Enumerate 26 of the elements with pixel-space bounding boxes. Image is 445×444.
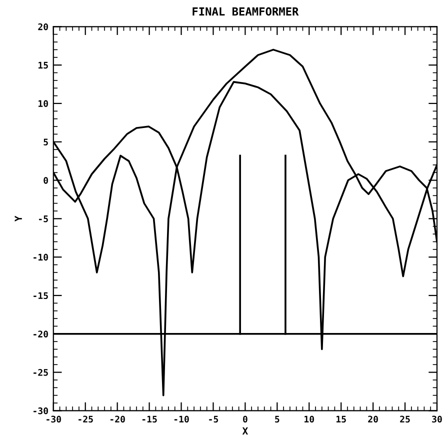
- x-tick-label: 30: [432, 416, 442, 423]
- x-axis-title: X: [242, 427, 248, 434]
- x-tick-label: 25: [400, 416, 410, 423]
- chart-title: FINAL BEAMFORMER: [192, 7, 299, 16]
- y-tick-label: -30: [34, 407, 48, 414]
- y-tick-label: -5: [38, 216, 48, 222]
- x-tick-label: 15: [336, 416, 346, 423]
- y-tick-label: 20: [38, 23, 48, 30]
- x-tick-label: 5: [275, 416, 280, 423]
- y-tick-label: 10: [38, 100, 48, 108]
- x-tick-label: 10: [304, 416, 314, 423]
- y-tick-label: 15: [38, 62, 48, 69]
- y-tick-label: -10: [34, 254, 48, 261]
- x-tick-label: 20: [368, 416, 378, 423]
- y-tick-label: -15: [34, 292, 48, 300]
- x-tick-label: 0: [243, 416, 248, 423]
- x-tick-label: -15: [142, 416, 157, 423]
- y-tick-label: -20: [34, 330, 48, 338]
- y-tick-label: 5: [44, 138, 48, 146]
- y-tick-label: -25: [34, 369, 48, 376]
- x-tick-label: -25: [78, 416, 93, 423]
- x-tick-label: -5: [209, 416, 218, 423]
- y-axis-title: Y: [14, 216, 22, 222]
- x-tick-label: -10: [174, 416, 189, 423]
- x-tick-label: -20: [110, 416, 125, 423]
- y-tick-label: 0: [44, 176, 48, 184]
